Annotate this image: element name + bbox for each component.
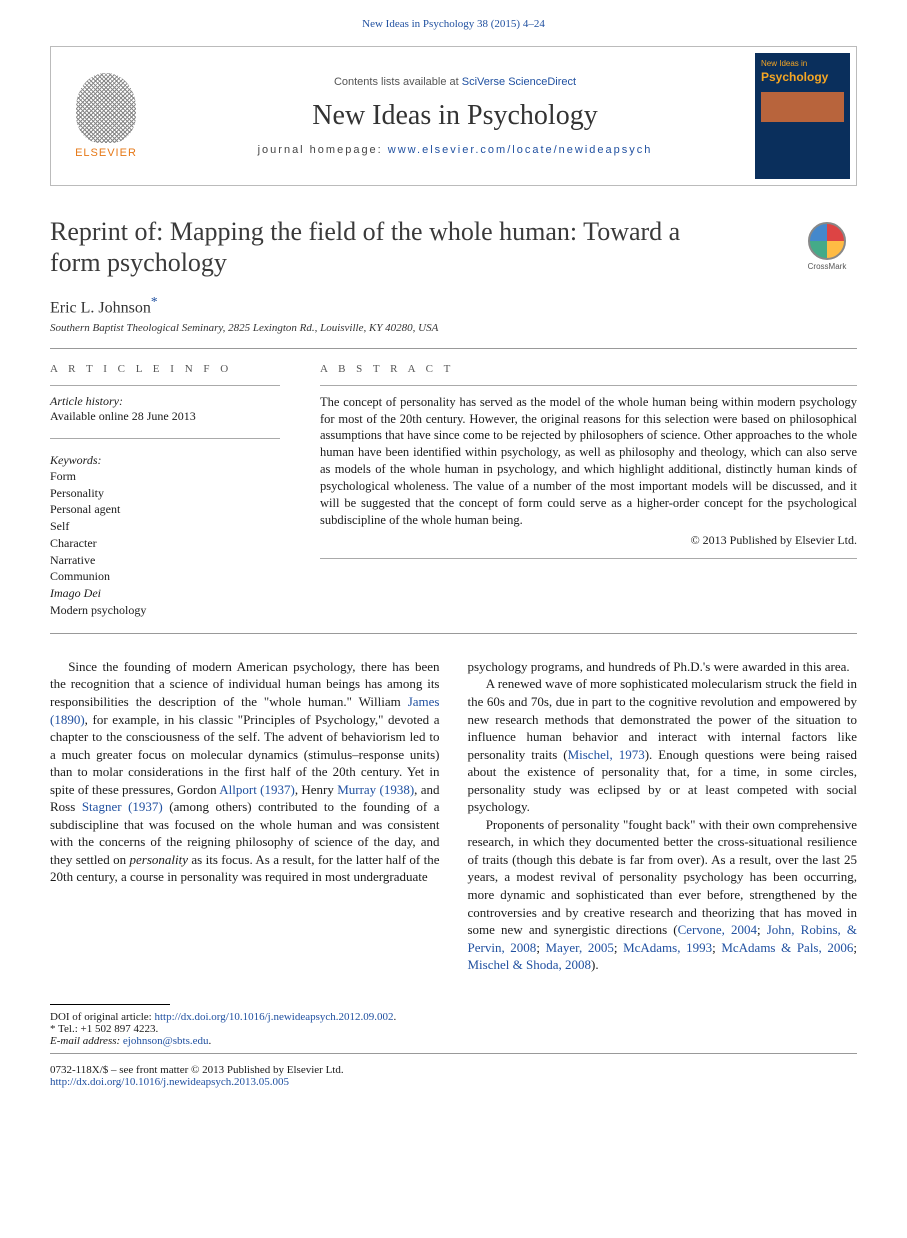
abstract-text: The concept of personality has served as… bbox=[320, 394, 857, 529]
header-citation-link[interactable]: New Ideas in Psychology 38 (2015) 4–24 bbox=[362, 18, 545, 30]
crossmark-badge[interactable]: CrossMark bbox=[797, 222, 857, 282]
keyword: Communion bbox=[50, 568, 280, 585]
cover-title: Psychology bbox=[761, 70, 844, 84]
author-name: Eric L. Johnson bbox=[50, 300, 151, 317]
title-block: Reprint of: Mapping the field of the who… bbox=[50, 216, 857, 278]
article-info-label: A R T I C L E I N F O bbox=[50, 363, 280, 375]
body-paragraph: A renewed wave of more sophisticated mol… bbox=[468, 675, 858, 815]
keywords-list: Form Personality Personal agent Self Cha… bbox=[50, 468, 280, 619]
author-marker: * bbox=[151, 294, 158, 309]
journal-cover-thumbnail: New Ideas in Psychology bbox=[755, 53, 850, 179]
journal-name: New Ideas in Psychology bbox=[312, 100, 597, 132]
email-link[interactable]: ejohnson@sbts.edu bbox=[123, 1035, 209, 1047]
contents-prefix: Contents lists available at bbox=[334, 76, 462, 88]
footnote-doi: DOI of original article: http://dx.doi.o… bbox=[50, 1011, 420, 1023]
citation-link[interactable]: Cervone, 2004 bbox=[678, 922, 757, 937]
keyword: Narrative bbox=[50, 552, 280, 569]
keyword: Self bbox=[50, 518, 280, 535]
citation-link[interactable]: Murray (1938) bbox=[337, 782, 414, 797]
divider bbox=[50, 633, 857, 634]
italic-term: personality bbox=[130, 852, 189, 867]
keyword: Personal agent bbox=[50, 501, 280, 518]
divider bbox=[320, 385, 857, 386]
author-line: Eric L. Johnson* bbox=[50, 294, 857, 317]
article-info-row: A R T I C L E I N F O Article history: A… bbox=[50, 349, 857, 633]
body-columns: Since the founding of modern American ps… bbox=[50, 658, 857, 974]
abstract-column: A B S T R A C T The concept of personali… bbox=[320, 363, 857, 619]
citation-link[interactable]: Allport (1937) bbox=[219, 782, 295, 797]
footer-doi-link[interactable]: http://dx.doi.org/10.1016/j.newideapsych… bbox=[50, 1076, 289, 1088]
publisher-logo-cell: ELSEVIER bbox=[51, 47, 161, 185]
history-label: Article history: bbox=[50, 394, 280, 409]
contents-line: Contents lists available at SciVerse Sci… bbox=[334, 76, 576, 88]
doi-link[interactable]: http://dx.doi.org/10.1016/j.newideapsych… bbox=[154, 1011, 393, 1023]
publisher-name: ELSEVIER bbox=[75, 147, 137, 159]
cover-small-text: New Ideas in bbox=[761, 59, 844, 68]
body-column-right: psychology programs, and hundreds of Ph.… bbox=[468, 658, 858, 974]
body-paragraph: Since the founding of modern American ps… bbox=[50, 658, 440, 886]
keyword: Character bbox=[50, 535, 280, 552]
footnotes: DOI of original article: http://dx.doi.o… bbox=[50, 1004, 420, 1047]
footnote-rule bbox=[50, 1004, 170, 1005]
citation-link[interactable]: Mischel & Shoda, 2008 bbox=[468, 957, 592, 972]
footer-copyright: 0732-118X/$ – see front matter © 2013 Pu… bbox=[50, 1064, 857, 1076]
footnote-tel: * Tel.: +1 502 897 4223. bbox=[50, 1023, 420, 1035]
divider bbox=[50, 1053, 857, 1054]
keyword: Form bbox=[50, 468, 280, 485]
divider bbox=[50, 438, 280, 439]
homepage-line: journal homepage: www.elsevier.com/locat… bbox=[258, 144, 653, 156]
divider bbox=[320, 558, 857, 559]
footer: 0732-118X/$ – see front matter © 2013 Pu… bbox=[50, 1064, 857, 1088]
keyword: Personality bbox=[50, 485, 280, 502]
citation-link[interactable]: Stagner (1937) bbox=[82, 799, 163, 814]
masthead-center: Contents lists available at SciVerse Sci… bbox=[161, 47, 749, 185]
masthead: ELSEVIER Contents lists available at Sci… bbox=[50, 46, 857, 186]
keywords-label: Keywords: bbox=[50, 453, 280, 468]
running-header: New Ideas in Psychology 38 (2015) 4–24 bbox=[0, 0, 907, 38]
body-paragraph: Proponents of personality "fought back" … bbox=[468, 816, 858, 974]
body-paragraph: psychology programs, and hundreds of Ph.… bbox=[468, 658, 858, 676]
divider bbox=[50, 385, 280, 386]
homepage-prefix: journal homepage: bbox=[258, 144, 388, 156]
elsevier-tree-icon bbox=[76, 73, 136, 143]
sciencedirect-link[interactable]: SciVerse ScienceDirect bbox=[462, 76, 576, 88]
affiliation: Southern Baptist Theological Seminary, 2… bbox=[50, 322, 857, 334]
article-info-column: A R T I C L E I N F O Article history: A… bbox=[50, 363, 280, 619]
keyword: Modern psychology bbox=[50, 602, 280, 619]
homepage-link[interactable]: www.elsevier.com/locate/newideapsych bbox=[388, 144, 653, 156]
cover-band bbox=[761, 92, 844, 122]
body-column-left: Since the founding of modern American ps… bbox=[50, 658, 440, 974]
article-title: Reprint of: Mapping the field of the who… bbox=[50, 216, 730, 278]
crossmark-label: CrossMark bbox=[808, 262, 847, 271]
keyword: Imago Dei bbox=[50, 585, 280, 602]
citation-link[interactable]: McAdams & Pals, 2006 bbox=[721, 940, 853, 955]
copyright-line: © 2013 Published by Elsevier Ltd. bbox=[320, 533, 857, 548]
abstract-label: A B S T R A C T bbox=[320, 363, 857, 375]
citation-link[interactable]: Mischel, 1973 bbox=[568, 747, 645, 762]
footnote-email: E-mail address: ejohnson@sbts.edu. bbox=[50, 1035, 420, 1047]
citation-link[interactable]: Mayer, 2005 bbox=[546, 940, 614, 955]
citation-link[interactable]: McAdams, 1993 bbox=[623, 940, 712, 955]
history-text: Available online 28 June 2013 bbox=[50, 409, 280, 424]
crossmark-icon bbox=[808, 222, 846, 260]
